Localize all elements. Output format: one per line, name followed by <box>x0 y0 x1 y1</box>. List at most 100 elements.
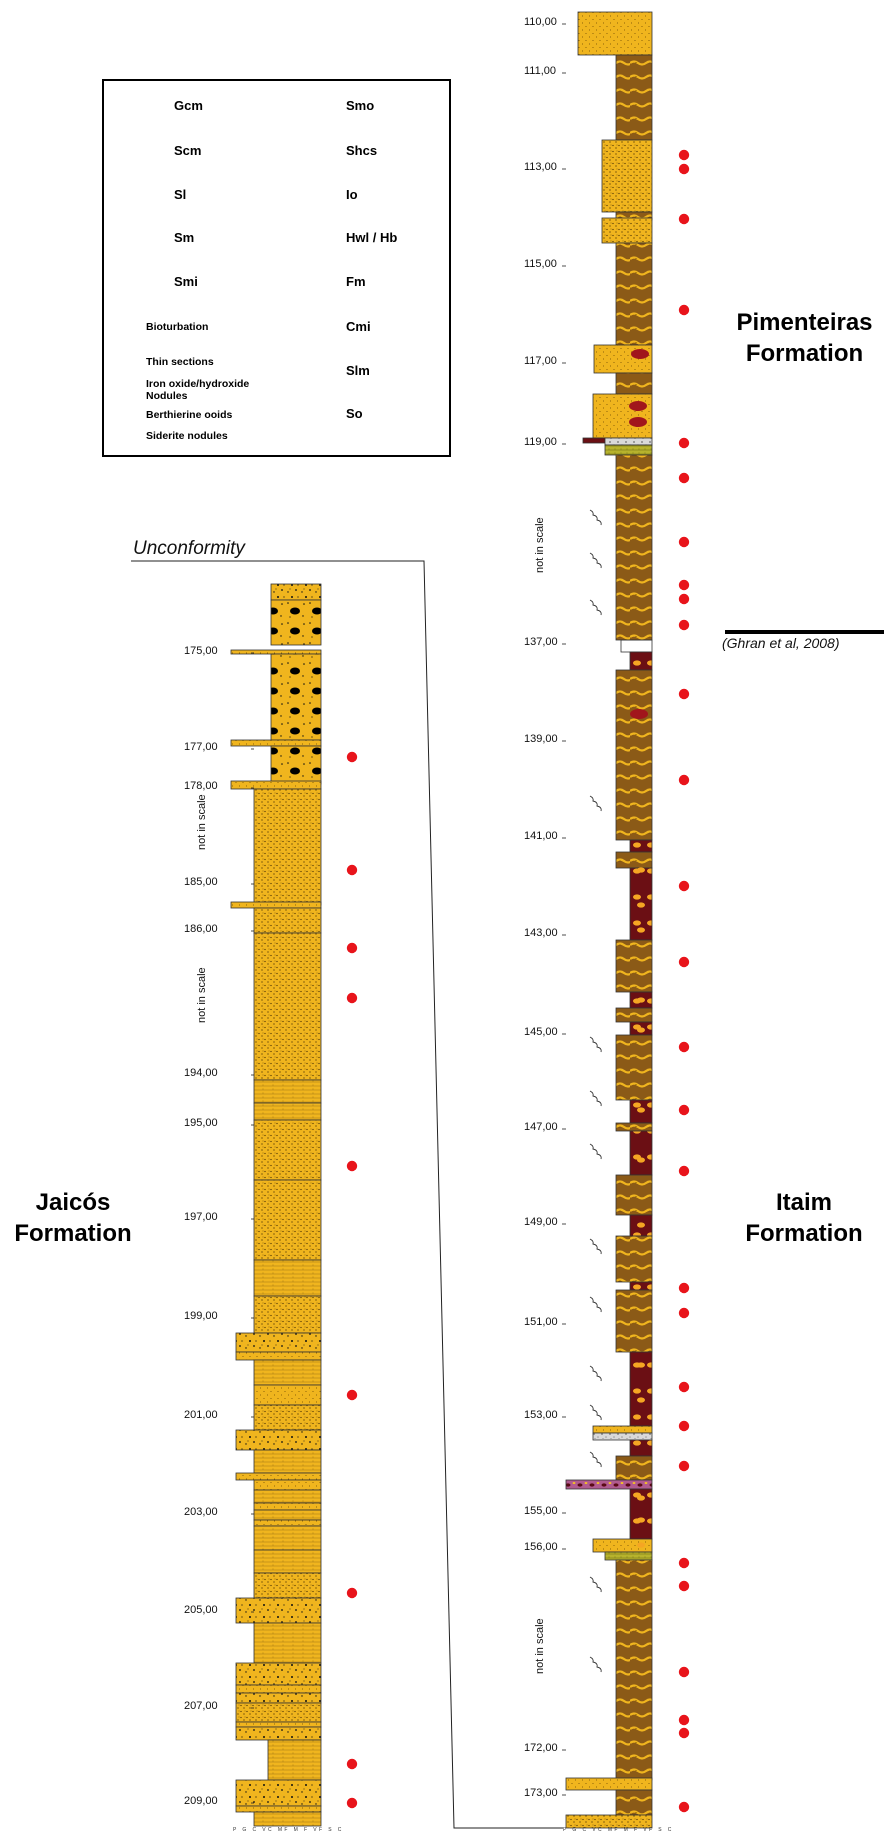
left-bed-42 <box>235 1779 322 1807</box>
left-bed-21 <box>253 1404 322 1431</box>
thin-section-dot-right-3 <box>678 304 690 316</box>
bioturbation-8 <box>589 1296 602 1313</box>
right-depth-label-13: 151,00 <box>524 1316 558 1328</box>
not-in-scale-left-2: not in scale <box>196 967 208 1023</box>
right-bed-19 <box>615 939 653 993</box>
ooid-9 <box>637 1397 645 1403</box>
thin-section-dot-right-8 <box>678 593 690 605</box>
thin-section-dot-right-5 <box>678 472 690 484</box>
right-bed-44 <box>565 1814 653 1829</box>
left-bed-34 <box>253 1622 322 1664</box>
left-bed-26 <box>253 1489 322 1504</box>
legend-symbol-label-4: Siderite nodules <box>146 430 228 442</box>
bioturbation-12 <box>589 1576 602 1593</box>
right-column-itaim-pimenteiras <box>565 11 653 1829</box>
thin-section-dot-right-1 <box>678 163 690 175</box>
thin-section-dot-right-16 <box>678 1165 690 1177</box>
thin-section-dot-left-7 <box>346 1758 358 1770</box>
right-depth-label-4: 117,00 <box>524 355 557 367</box>
itaim-formation-label: Itaim Formation <box>745 1189 863 1247</box>
bioturbation-9 <box>589 1365 602 1382</box>
not-in-scale-right-2: not in scale <box>534 1618 546 1674</box>
left-bed-31 <box>253 1549 322 1574</box>
thin-section-dot-right-13 <box>678 956 690 968</box>
left-depth-label-10: 203,00 <box>184 1506 218 1518</box>
legend-label-hwl: Hwl / Hb <box>346 230 398 245</box>
bioturbation-0 <box>589 509 602 526</box>
right-depth-label-1: 111,00 <box>524 65 557 77</box>
right-bed-31 <box>615 1289 653 1353</box>
right-bed-16 <box>629 839 653 853</box>
thin-section-dot-right-14 <box>678 1041 690 1053</box>
right-depth-label-11: 147,00 <box>524 1121 558 1133</box>
siderite-nodule-2 <box>629 417 647 427</box>
left-bed-37 <box>235 1692 322 1704</box>
legend-label-so: So <box>346 406 363 421</box>
right-depth-label-10: 145,00 <box>524 1026 558 1038</box>
left-bed-7 <box>253 788 322 906</box>
left-bed-19 <box>253 1359 322 1386</box>
left-bed-29 <box>253 1519 322 1527</box>
left-bed-1 <box>270 599 322 646</box>
right-bed-40 <box>604 1551 653 1561</box>
bioturbation-13 <box>589 1656 602 1673</box>
bioturbation-3 <box>589 795 602 812</box>
jaicos-formation-label: Jaicós Formation <box>14 1189 132 1247</box>
thin-section-dots <box>346 149 690 1813</box>
right-bed-11 <box>604 444 653 456</box>
left-depth-label-9: 201,00 <box>184 1409 218 1421</box>
bioturbation-5 <box>589 1090 602 1107</box>
left-bed-38 <box>235 1702 322 1723</box>
right-bed-33 <box>592 1425 653 1434</box>
right-bed-21 <box>615 1007 653 1023</box>
left-depth-label-0: 175,00 <box>184 645 218 657</box>
right-bed-43 <box>615 1789 653 1816</box>
legend-symbol-label-0: Bioturbation <box>146 321 209 333</box>
right-depth-label-9: 143,00 <box>524 927 558 939</box>
left-depth-label-5: 194,00 <box>184 1067 218 1079</box>
legend-label-io: Io <box>346 187 358 202</box>
right-depth-label-17: 172,00 <box>524 1742 558 1754</box>
ooid-7 <box>637 1222 645 1228</box>
left-bed-36 <box>235 1684 322 1694</box>
right-bed-36 <box>615 1455 653 1481</box>
left-bed-43 <box>235 1805 322 1813</box>
right-bed-17 <box>615 851 653 869</box>
ooid-0 <box>637 867 645 873</box>
left-bed-11 <box>253 1079 322 1104</box>
left-bed-6 <box>230 780 322 790</box>
ooid-6 <box>637 1157 645 1163</box>
thin-section-dot-right-25 <box>678 1714 690 1726</box>
right-bed-10 <box>604 437 653 446</box>
right-depth-label-3: 115,00 <box>524 258 557 270</box>
legend-label-smi: Smi <box>174 274 198 289</box>
bioturbation-10 <box>589 1404 602 1421</box>
left-bed-41 <box>267 1739 322 1781</box>
left-bed-0 <box>270 583 322 601</box>
right-depth-label-15: 155,00 <box>524 1505 558 1517</box>
left-bed-13 <box>253 1119 322 1181</box>
legend-label-scm: Scm <box>174 143 202 158</box>
left-bed-23 <box>253 1449 322 1474</box>
right-bed-25 <box>615 1122 653 1132</box>
left-bed-20 <box>253 1384 322 1406</box>
right-bed-2 <box>601 139 653 213</box>
thin-section-dot-right-18 <box>678 1307 690 1319</box>
ooid-8 <box>637 1362 645 1368</box>
right-bed-8 <box>592 393 653 439</box>
left-bed-12 <box>253 1102 322 1121</box>
right-depth-label-0: 110,00 <box>524 16 557 28</box>
thin-section-dot-right-22 <box>678 1557 690 1569</box>
left-bed-39 <box>235 1721 322 1728</box>
right-bed-5 <box>615 242 653 346</box>
thin-section-dot-left-8 <box>346 1797 358 1809</box>
left-depth-label-11: 205,00 <box>184 1604 218 1616</box>
thin-section-dot-right-27 <box>678 1801 690 1813</box>
right-bed-9 <box>582 437 607 444</box>
left-bed-16 <box>253 1295 322 1334</box>
citation-label: (Ghran et al, 2008) <box>722 635 840 651</box>
ooid-2 <box>637 927 645 933</box>
right-bed-15 <box>615 669 653 841</box>
left-depth-label-13: 209,00 <box>184 1795 218 1807</box>
